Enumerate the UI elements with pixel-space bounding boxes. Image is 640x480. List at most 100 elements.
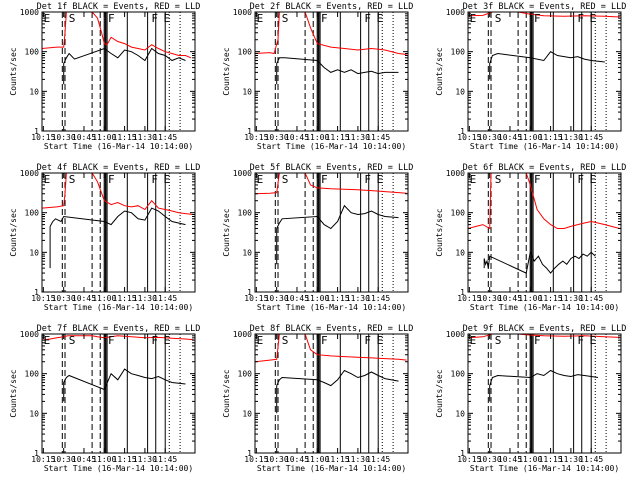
chart-panel: Det 5f BLACK = Events, RED = LLD 1 10 100 10… (222, 163, 413, 312)
y-tick-label: 1 (34, 288, 39, 297)
event-marker-label: F (534, 334, 541, 347)
x-tick-label: 11:15 (113, 133, 137, 142)
panel-plot-area (468, 334, 620, 453)
y-tick-label: 1000 (20, 8, 39, 17)
event-marker-label: F (321, 12, 328, 25)
x-tick-label: 11:30 (133, 294, 157, 303)
y-tick-label: 100 (238, 48, 253, 57)
chart-panel: Det 7f BLACK = Events, RED = LLD 1 10 100 10… (9, 324, 200, 473)
x-tick-label: 11:00 (305, 133, 329, 142)
chart-panel: Det 1f BLACK = Events, RED = LLD 1 10 100 10… (9, 2, 200, 151)
events-series-line (49, 207, 186, 269)
event-marker-label: E (164, 12, 171, 25)
lld-series-line (468, 173, 620, 230)
y-tick-label: 10 (455, 87, 465, 96)
x-tick-label: 11:30 (133, 455, 157, 464)
y-axis-label: Counts/sec (222, 369, 231, 417)
x-axis-label: Start Time (16-Mar-14 10:14:00) (470, 464, 619, 473)
event-marker-label: F (364, 173, 371, 186)
panel-plot-area (42, 173, 194, 292)
x-tick-label: 10:30 (265, 455, 289, 464)
events-series-line (276, 369, 399, 414)
event-marker-label: E (377, 12, 384, 25)
y-tick-label: 100 (25, 209, 40, 218)
x-axis-label: Start Time (16-Mar-14 10:14:00) (44, 142, 193, 151)
x-tick-label: 11:00 (518, 133, 542, 142)
chart-panel: Det 6f BLACK = Events, RED = LLD 1 10 100 10… (435, 163, 626, 312)
event-marker-label: E (257, 334, 264, 347)
panel-title: Det 5f BLACK = Events, RED = LLD (250, 163, 414, 173)
event-marker-label: F (534, 12, 541, 25)
x-tick-label: 10:45 (72, 455, 96, 464)
event-marker-label: E (164, 173, 171, 186)
plot-frame (41, 172, 196, 293)
panel-plot-area (468, 173, 620, 292)
x-tick-label: 11:45 (153, 133, 177, 142)
event-marker-label: E (44, 12, 51, 25)
x-tick-label: 10:30 (265, 294, 289, 303)
event-marker-label: S (495, 173, 502, 186)
x-tick-label: 11:15 (326, 133, 350, 142)
x-tick-label: 10:45 (285, 294, 309, 303)
x-tick-label: 10:30 (52, 133, 76, 142)
event-marker-label: E (590, 334, 597, 347)
y-axis-label: Counts/sec (222, 208, 231, 256)
x-tick-label: 11:45 (579, 133, 603, 142)
event-marker-label: F (577, 173, 584, 186)
lld-series-line (255, 12, 407, 55)
y-tick-label: 1 (247, 127, 252, 136)
x-tick-label: 11:15 (326, 455, 350, 464)
lld-series-line (42, 173, 194, 215)
events-series-line (489, 369, 599, 402)
event-marker-label: F (151, 12, 158, 25)
lld-series-line (468, 12, 620, 18)
event-marker-label: F (321, 334, 328, 347)
plot-frame (254, 11, 409, 132)
plot-frame (254, 333, 409, 454)
y-tick-label: 1000 (233, 169, 252, 178)
x-tick-label: 11:15 (539, 294, 563, 303)
chart-panel: Det 8f BLACK = Events, RED = LLD 1 10 100 10… (222, 324, 413, 473)
x-tick-label: 10:30 (478, 133, 502, 142)
event-marker-label: F (151, 173, 158, 186)
y-tick-label: 10 (29, 248, 39, 257)
event-marker-label: F (108, 12, 115, 25)
panel-title: Det 4f BLACK = Events, RED = LLD (37, 163, 201, 173)
x-tick-label: 11:00 (518, 455, 542, 464)
x-axis-label: Start Time (16-Mar-14 10:14:00) (44, 303, 193, 312)
x-axis-label: Start Time (16-Mar-14 10:14:00) (470, 303, 619, 312)
y-tick-label: 1 (247, 449, 252, 458)
x-tick-label: 10:15 (244, 294, 268, 303)
y-tick-label: 10 (455, 409, 465, 418)
x-tick-label: 11:45 (366, 455, 390, 464)
x-tick-label: 11:00 (305, 294, 329, 303)
lld-series-line (255, 173, 407, 195)
event-marker-label: S (69, 334, 76, 347)
y-tick-label: 10 (455, 248, 465, 257)
event-marker-label: F (364, 334, 371, 347)
x-axis-label: Start Time (16-Mar-14 10:14:00) (44, 464, 193, 473)
y-tick-label: 100 (25, 370, 40, 379)
x-tick-label: 11:30 (346, 294, 370, 303)
x-tick-label: 10:15 (244, 455, 268, 464)
x-tick-label: 11:30 (559, 133, 583, 142)
y-tick-label: 100 (238, 370, 253, 379)
event-marker-label: E (257, 173, 264, 186)
panel-plot-area (42, 334, 194, 453)
event-marker-label: S (282, 173, 289, 186)
event-marker-label: E (377, 334, 384, 347)
panel-title: Det 8f BLACK = Events, RED = LLD (250, 324, 414, 334)
x-tick-label: 10:45 (498, 455, 522, 464)
x-tick-label: 10:15 (457, 294, 481, 303)
x-tick-label: 11:45 (153, 455, 177, 464)
events-series-line (483, 250, 596, 274)
x-tick-label: 10:30 (478, 294, 502, 303)
event-marker-label: E (377, 173, 384, 186)
plot-frame (467, 11, 622, 132)
y-tick-label: 10 (242, 87, 252, 96)
event-marker-label: F (577, 334, 584, 347)
panel-title: Det 7f BLACK = Events, RED = LLD (37, 324, 201, 334)
y-tick-label: 1 (34, 449, 39, 458)
event-marker-label: F (577, 12, 584, 25)
y-axis-label: Counts/sec (9, 369, 18, 417)
